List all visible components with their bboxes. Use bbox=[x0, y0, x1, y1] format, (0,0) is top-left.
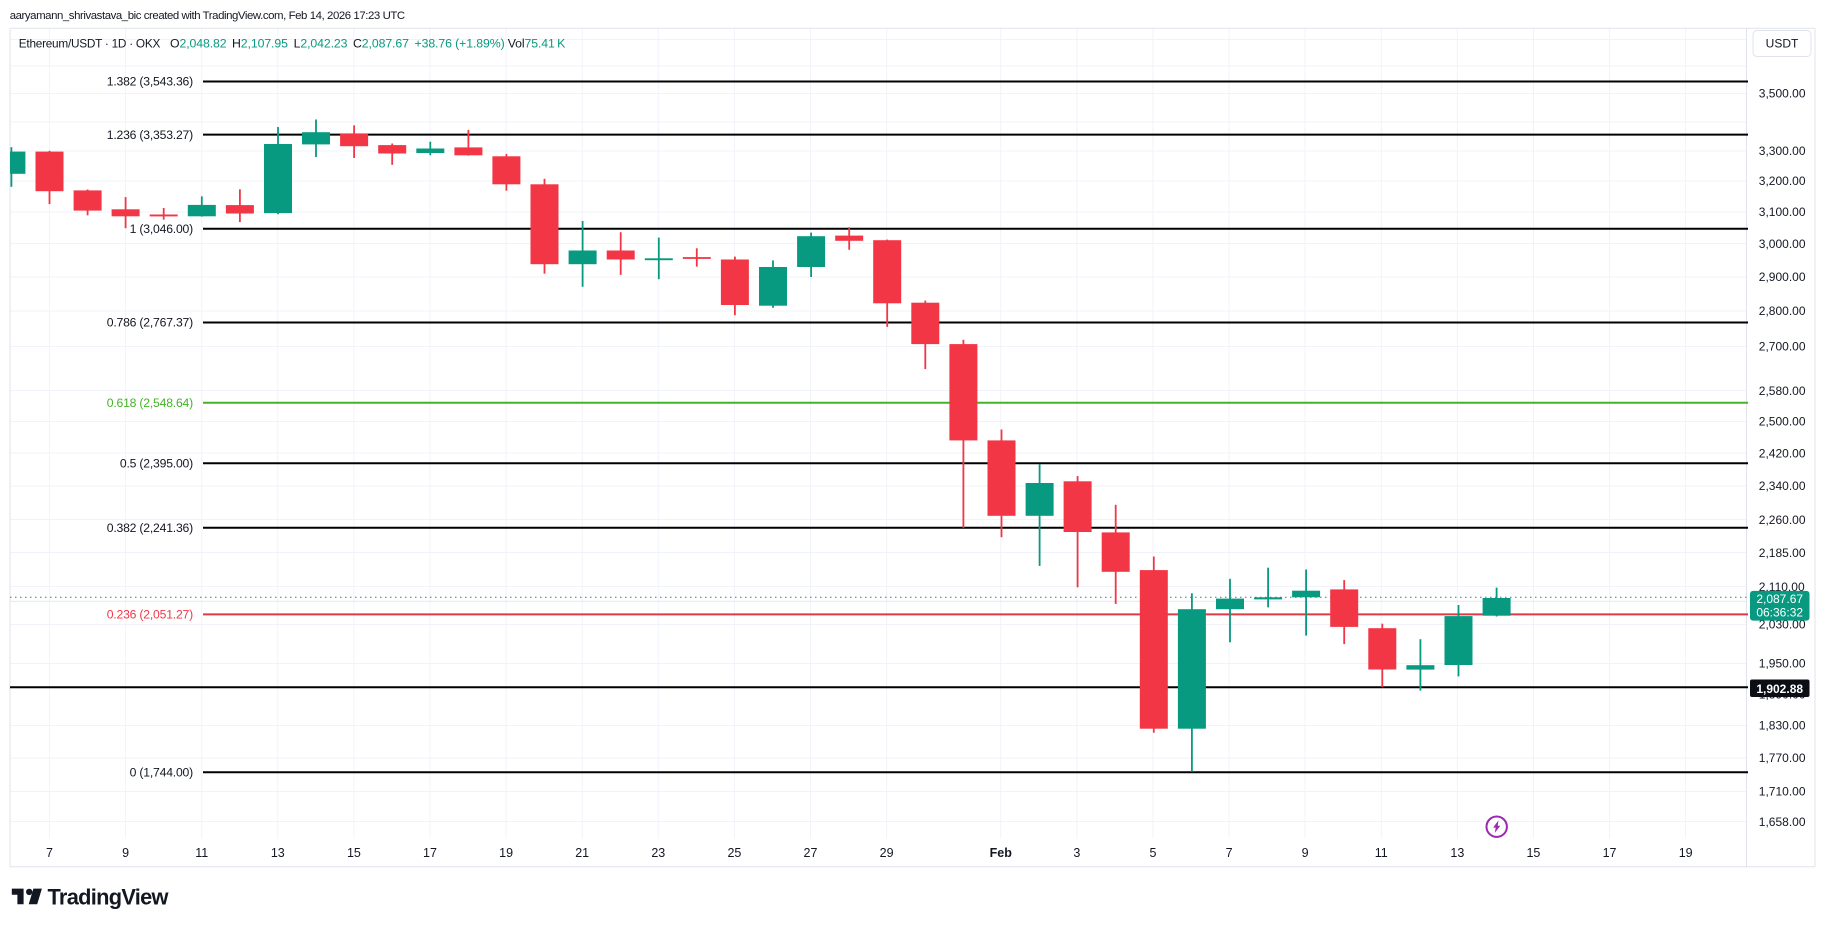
svg-text:2,030.00: 2,030.00 bbox=[1759, 618, 1806, 632]
svg-text:0.786 (2,767.37): 0.786 (2,767.37) bbox=[107, 316, 193, 330]
svg-text:2,580.00: 2,580.00 bbox=[1759, 384, 1806, 398]
svg-text:19: 19 bbox=[499, 846, 513, 860]
svg-text:17: 17 bbox=[423, 846, 437, 860]
svg-text:3,200.00: 3,200.00 bbox=[1759, 174, 1806, 188]
svg-text:29: 29 bbox=[880, 846, 894, 860]
svg-text:3,000.00: 3,000.00 bbox=[1759, 237, 1806, 251]
svg-text:1,710.00: 1,710.00 bbox=[1759, 785, 1806, 799]
svg-text:C2,087.67: C2,087.67 bbox=[353, 37, 409, 51]
svg-text:Feb: Feb bbox=[990, 846, 1013, 860]
svg-text:TradingView: TradingView bbox=[48, 884, 169, 909]
svg-text:0 (1,744.00): 0 (1,744.00) bbox=[130, 766, 193, 780]
svg-text:0.5 (2,395.00): 0.5 (2,395.00) bbox=[120, 456, 193, 470]
svg-text:0.382 (2,241.36): 0.382 (2,241.36) bbox=[107, 521, 193, 535]
svg-text:1.236 (3,353.27): 1.236 (3,353.27) bbox=[107, 128, 193, 142]
svg-text:2,500.00: 2,500.00 bbox=[1759, 415, 1806, 429]
svg-text:2,110.00: 2,110.00 bbox=[1759, 580, 1805, 594]
svg-text:3,300.00: 3,300.00 bbox=[1759, 144, 1806, 158]
svg-text:7: 7 bbox=[1226, 846, 1233, 860]
svg-text:3,100.00: 3,100.00 bbox=[1759, 205, 1806, 219]
svg-text:15: 15 bbox=[347, 846, 361, 860]
svg-text:2,700.00: 2,700.00 bbox=[1759, 340, 1806, 354]
svg-text:2,087.67: 2,087.67 bbox=[1756, 592, 1803, 606]
svg-text:L2,042.23: L2,042.23 bbox=[294, 37, 348, 51]
svg-text:15: 15 bbox=[1526, 846, 1540, 860]
svg-text:0.236 (2,051.27): 0.236 (2,051.27) bbox=[107, 608, 193, 622]
svg-text:11: 11 bbox=[1375, 846, 1388, 860]
svg-text:5: 5 bbox=[1149, 846, 1156, 860]
svg-text:27: 27 bbox=[804, 846, 818, 860]
svg-text:17: 17 bbox=[1603, 846, 1617, 860]
svg-text:2,420.00: 2,420.00 bbox=[1759, 446, 1806, 460]
svg-text:13: 13 bbox=[1450, 846, 1464, 860]
svg-text:1,902.88: 1,902.88 bbox=[1756, 682, 1803, 696]
svg-text:H2,107.95: H2,107.95 bbox=[232, 37, 288, 51]
svg-text:2,800.00: 2,800.00 bbox=[1759, 304, 1806, 318]
svg-text:USDT: USDT bbox=[1766, 37, 1799, 51]
svg-text:1,950.00: 1,950.00 bbox=[1759, 657, 1806, 671]
svg-text:06:36:32: 06:36:32 bbox=[1756, 606, 1803, 620]
svg-text:9: 9 bbox=[1302, 846, 1309, 860]
svg-text:1,830.00: 1,830.00 bbox=[1759, 719, 1806, 733]
svg-text:21: 21 bbox=[575, 846, 589, 860]
svg-text:23: 23 bbox=[651, 846, 665, 860]
svg-text:3: 3 bbox=[1073, 846, 1080, 860]
svg-text:+38.76 (+1.89%): +38.76 (+1.89%) bbox=[415, 37, 505, 51]
svg-text:13: 13 bbox=[271, 846, 285, 860]
svg-text:Ethereum/USDT · 1D · OKX: Ethereum/USDT · 1D · OKX bbox=[19, 37, 161, 51]
svg-text:1,658.00: 1,658.00 bbox=[1759, 815, 1806, 829]
svg-text:11: 11 bbox=[195, 846, 208, 860]
svg-text:25: 25 bbox=[727, 846, 741, 860]
svg-text:19: 19 bbox=[1679, 846, 1693, 860]
svg-text:O2,048.82: O2,048.82 bbox=[170, 37, 227, 51]
svg-text:7: 7 bbox=[46, 846, 53, 860]
svg-text:1,770.00: 1,770.00 bbox=[1759, 751, 1806, 765]
svg-text:2,185.00: 2,185.00 bbox=[1759, 546, 1806, 560]
svg-text:1 (3,046.00): 1 (3,046.00) bbox=[130, 222, 193, 236]
svg-text:2,340.00: 2,340.00 bbox=[1759, 479, 1806, 493]
svg-text:2,260.00: 2,260.00 bbox=[1759, 513, 1806, 527]
svg-text:Vol75.41 K: Vol75.41 K bbox=[508, 37, 566, 51]
svg-text:9: 9 bbox=[122, 846, 129, 860]
svg-text:0.618 (2,548.64): 0.618 (2,548.64) bbox=[107, 396, 193, 410]
svg-text:aaryamann_shrivastava_bic crea: aaryamann_shrivastava_bic created with T… bbox=[10, 10, 405, 22]
svg-text:2,900.00: 2,900.00 bbox=[1759, 270, 1806, 284]
svg-text:1.382 (3,543.36): 1.382 (3,543.36) bbox=[107, 75, 193, 89]
svg-text:3,500.00: 3,500.00 bbox=[1759, 87, 1806, 101]
